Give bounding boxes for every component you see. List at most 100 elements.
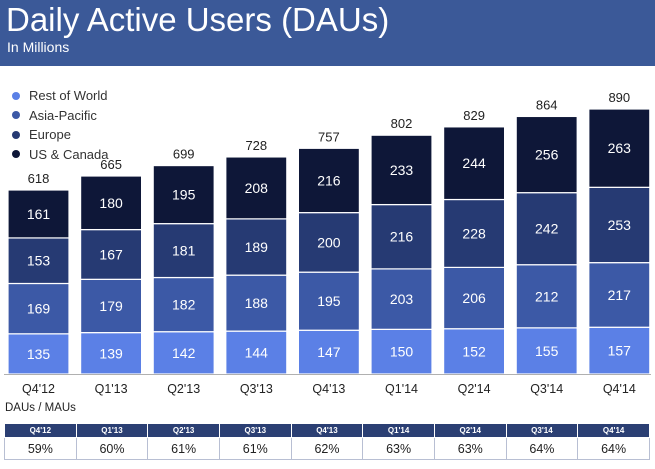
legend-item-asia-pacific: Asia-Pacific — [12, 106, 109, 126]
segment-value-label: 206 — [462, 290, 486, 306]
segment-value-label: 155 — [535, 343, 559, 359]
legend-swatch-rest-of-world — [12, 91, 20, 100]
legend-label-europe: Europe — [29, 127, 71, 143]
segment-value-label: 150 — [390, 344, 414, 360]
segment-value-label: 195 — [317, 293, 341, 309]
segment-value-label: 180 — [99, 195, 123, 211]
segment-value-label: 189 — [245, 239, 269, 255]
bar-segment-asia-pacific — [588, 186, 651, 264]
segment-value-label: 142 — [172, 345, 196, 361]
segment-value-label: 169 — [27, 301, 51, 317]
legend-label-us-canada: US & Canada — [29, 146, 109, 162]
mau-value-cell: 60% — [75, 437, 149, 460]
segment-value-label: 161 — [27, 206, 51, 222]
legend-label-rest-of-world: Rest of World — [29, 88, 108, 104]
mau-header-cell: Q4'12 — [4, 423, 77, 438]
x-tick-label: Q4'14 — [603, 382, 636, 396]
mau-value-cell: 64% — [577, 437, 650, 460]
x-tick-label: Q4'13 — [312, 382, 345, 396]
mau-value-row: 59% 60% 61% 61% 62% 63% 63% 64% 64% — [4, 437, 650, 460]
x-tick-label: Q1'13 — [95, 382, 128, 396]
segment-value-label: 253 — [608, 217, 632, 233]
segment-value-label: 139 — [99, 345, 123, 361]
segment-value-label: 244 — [462, 155, 486, 171]
bar-segment-us-canada — [225, 330, 288, 375]
bar-total-label: 728 — [245, 138, 267, 153]
bar-segment-us-canada — [79, 332, 143, 375]
segment-value-label: 216 — [317, 172, 341, 188]
x-tick-label: Q4'12 — [22, 382, 55, 396]
segment-value-label: 200 — [317, 234, 341, 250]
bar-segment-asia-pacific — [7, 237, 70, 285]
segment-value-label: 263 — [608, 140, 632, 156]
bar-total-label: 757 — [318, 129, 340, 144]
bar-total-label: 829 — [463, 108, 485, 123]
bar-segment-europe — [79, 278, 143, 334]
x-tick-label: Q3'14 — [530, 382, 563, 396]
legend-swatch-us-canada — [12, 150, 20, 159]
segment-value-label: 203 — [390, 291, 414, 307]
mau-header-cell: Q1'13 — [75, 423, 149, 438]
bar-segment-asia-pacific — [152, 223, 215, 279]
x-tick-label: Q3'13 — [240, 382, 273, 396]
legend-label-asia-pacific: Asia-Pacific — [29, 107, 97, 123]
bar-segment-europe — [370, 268, 433, 330]
segment-value-label: 228 — [462, 225, 486, 241]
x-tick-label: Q1'14 — [385, 382, 418, 396]
segment-value-label: 188 — [245, 295, 269, 311]
bar-segment-europe — [7, 282, 70, 335]
mau-header-cell: Q2'13 — [147, 423, 220, 438]
segment-value-label: 233 — [390, 162, 414, 178]
header-banner: Daily Active Users (DAUs) In Millions — [0, 0, 655, 66]
segment-value-label: 152 — [462, 343, 486, 359]
segment-value-label: 208 — [245, 180, 269, 196]
bar-segment-rest-of-world — [443, 126, 506, 201]
mau-value-cell: 64% — [505, 437, 579, 460]
mau-value-cell: 59% — [4, 437, 77, 460]
mau-header-cell: Q1'14 — [362, 423, 435, 438]
bar-segment-asia-pacific — [370, 203, 433, 270]
segment-value-label: 179 — [99, 298, 123, 314]
legend-swatch-europe — [12, 130, 20, 139]
bar-segment-asia-pacific — [225, 218, 288, 276]
segment-value-label: 135 — [27, 346, 51, 362]
mau-header-cell: Q4'14 — [577, 423, 650, 438]
segment-value-label: 167 — [99, 246, 123, 262]
mau-header-cell: Q2'14 — [433, 423, 507, 438]
bar-segment-europe — [297, 271, 360, 331]
bar-segment-rest-of-world — [79, 175, 143, 231]
bar-segment-asia-pacific — [79, 228, 143, 280]
segment-value-label: 153 — [27, 253, 51, 269]
legend-item-europe: Europe — [12, 125, 109, 145]
mau-value-cell: 63% — [362, 437, 435, 460]
bar-segment-rest-of-world — [225, 156, 288, 220]
mau-ratio-label: DAUs / MAUs — [5, 402, 76, 414]
bar-total-label: 699 — [173, 147, 195, 162]
bar-segment-rest-of-world — [370, 134, 433, 206]
mau-value-cell: 61% — [147, 437, 220, 460]
mau-value-cell: 62% — [290, 437, 364, 460]
mau-ratio-table: Q4'12 Q1'13 Q2'13 Q3'13 Q4'13 Q1'14 Q2'1… — [4, 423, 650, 460]
bar-total-label: 864 — [536, 97, 558, 112]
bar-segment-us-canada — [152, 331, 215, 375]
segment-value-label: 212 — [535, 288, 559, 304]
mau-header-cell: Q4'13 — [290, 423, 364, 438]
bar-segment-asia-pacific — [443, 198, 506, 269]
segment-value-label: 256 — [535, 147, 559, 163]
bar-segment-asia-pacific — [297, 212, 360, 273]
bar-segment-europe — [588, 262, 651, 328]
segment-value-label: 195 — [172, 187, 196, 203]
segment-value-label: 147 — [317, 344, 341, 360]
bar-segment-rest-of-world — [588, 108, 651, 188]
bar-total-label: 890 — [608, 90, 630, 105]
chart-title: Daily Active Users (DAUs) — [6, 1, 390, 38]
bar-total-label: 802 — [391, 116, 413, 131]
segment-value-label: 144 — [245, 345, 269, 361]
chart-subtitle: In Millions — [7, 39, 70, 55]
mau-value-cell: 63% — [433, 437, 507, 460]
bar-segment-rest-of-world — [515, 115, 578, 194]
bar-segment-europe — [225, 274, 288, 332]
segment-value-label: 216 — [390, 229, 414, 245]
bar-total-label: 618 — [28, 171, 50, 186]
